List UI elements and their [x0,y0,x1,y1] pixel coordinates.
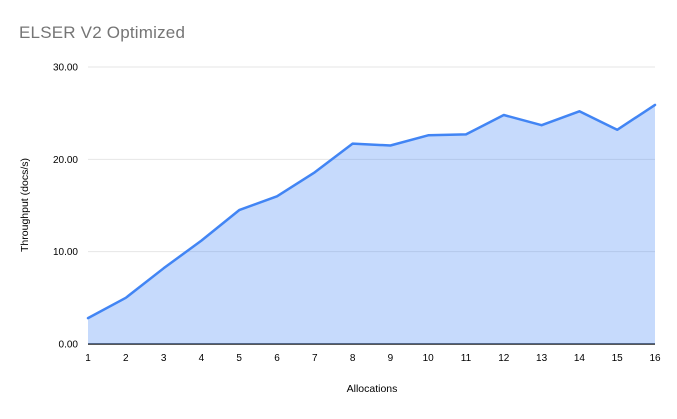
x-tick-label: 16 [649,353,661,364]
x-tick-label: 5 [236,353,242,364]
x-tick-label: 6 [274,353,280,364]
x-tick-label: 7 [312,353,318,364]
x-tick-label: 12 [498,353,510,364]
x-tick-label: 2 [123,353,129,364]
y-axis-tick-labels: 0.00 10.00 20.00 30.00 [53,63,78,351]
gridlines [88,66,655,345]
x-tick-label: 14 [574,353,586,364]
x-tick-label: 15 [612,353,624,364]
y-tick-label: 30.00 [53,63,78,74]
series-line [86,103,657,320]
y-tick-label: 10.00 [53,247,78,258]
x-tick-label: 1 [85,353,91,364]
x-axis-title: Allocations [347,383,398,395]
series-area-fill [88,104,655,345]
x-tick-label: 13 [536,353,548,364]
x-tick-label: 9 [388,353,394,364]
y-axis-title: Throughput (docs/s) [19,158,31,252]
y-tick-label: 0.00 [59,340,79,351]
x-tick-label: 8 [350,353,356,364]
chart-title: ELSER V2 Optimized [19,23,186,42]
x-axis-tick-labels: 1 2 3 4 5 6 7 8 9 10 11 12 13 14 15 16 [85,353,661,364]
x-tick-label: 11 [461,353,472,364]
x-tick-label: 3 [161,353,167,364]
x-tick-label: 10 [423,353,435,364]
x-tick-label: 4 [199,353,205,364]
y-tick-label: 20.00 [53,155,78,166]
